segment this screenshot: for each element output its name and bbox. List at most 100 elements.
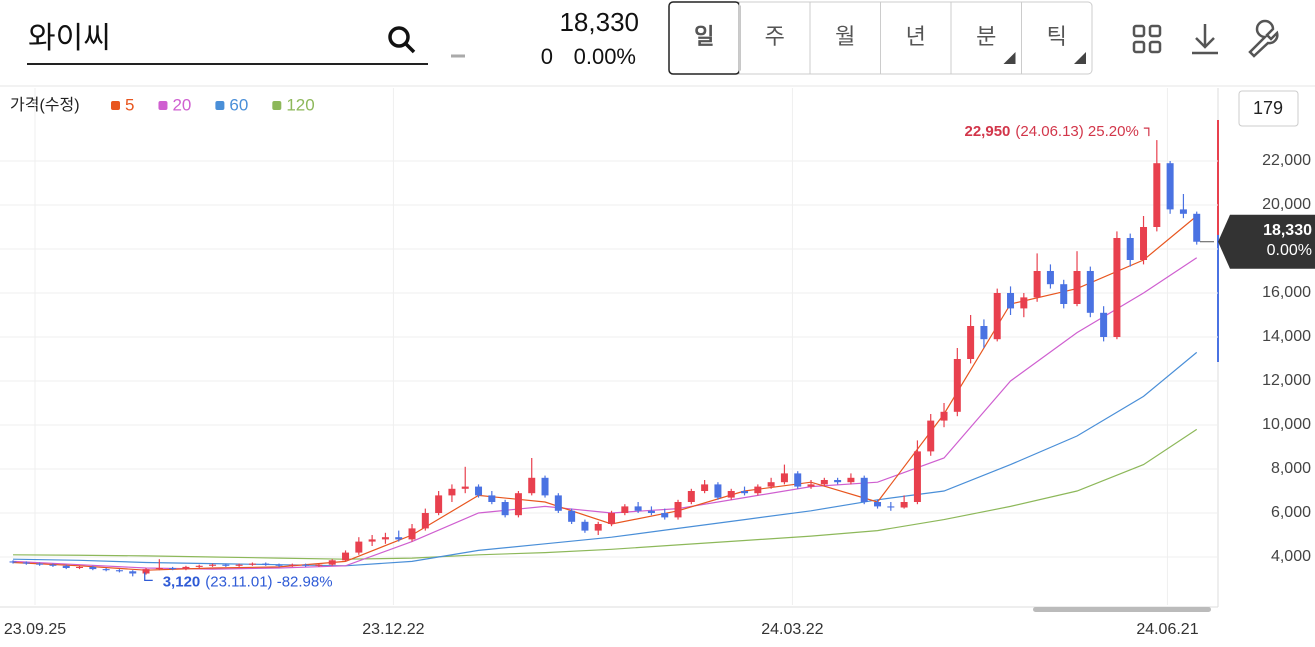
search-text[interactable]: 와이씨	[28, 22, 111, 55]
tab-label[interactable]: 년	[906, 24, 926, 49]
y-tick-label: 4,000	[1271, 548, 1311, 565]
candle-body	[727, 490, 735, 498]
candle-body	[475, 486, 483, 496]
candle-body	[435, 495, 443, 513]
candle-body	[115, 570, 123, 572]
max-annotation: 22,950 (24.06.13) 25.20%	[965, 123, 1139, 140]
tab-label[interactable]: 주	[765, 24, 785, 49]
tab-label[interactable]: 틱	[1047, 24, 1067, 49]
candle-body	[461, 486, 469, 489]
candle-body	[355, 541, 363, 553]
x-tick-label: 24.06.21	[1136, 621, 1198, 638]
tab-label[interactable]: 일	[694, 24, 714, 49]
candle-body	[993, 292, 1001, 340]
candle-body	[834, 479, 842, 483]
count-box[interactable]	[1238, 90, 1299, 127]
legend-label: 20	[172, 95, 191, 114]
settings-icon[interactable]	[1248, 19, 1279, 58]
legend: 5 20 60 120	[111, 95, 315, 114]
tab-menu-marker	[1003, 52, 1016, 64]
download-icon[interactable]	[1192, 24, 1218, 55]
grid-icon[interactable]	[1132, 24, 1162, 54]
candle-body	[1060, 284, 1068, 304]
candle-body	[767, 482, 775, 487]
tab-menu-marker	[1074, 52, 1086, 64]
candle-body	[980, 325, 988, 340]
last-change-label: 0.00%	[1267, 242, 1312, 259]
candle-body	[328, 560, 336, 565]
candle-body	[1179, 209, 1187, 214]
candle-body	[9, 561, 17, 563]
tab-label[interactable]: 분	[976, 24, 996, 49]
candle-body	[102, 569, 110, 571]
last-price-tag	[1218, 214, 1315, 269]
moving-average-line	[13, 428, 1198, 560]
header-price: 18,330	[559, 7, 639, 37]
candle-body	[129, 571, 137, 574]
candle-body	[674, 501, 682, 518]
candle-body	[754, 486, 762, 494]
last-price-label: 18,330	[1263, 222, 1312, 239]
candle-body	[209, 564, 217, 566]
legend-label: 120	[286, 95, 314, 114]
candle-body	[1046, 270, 1054, 285]
min-note: (23.11.01) -82.98%	[205, 573, 332, 590]
y-tick-label: 6,000	[1271, 504, 1311, 521]
y-tick-label: 12,000	[1262, 372, 1311, 389]
candle-body	[1100, 312, 1108, 337]
search-icon[interactable]	[388, 26, 416, 54]
candle-body	[847, 477, 855, 483]
candle-body	[22, 562, 30, 564]
moving-average-line	[13, 351, 1198, 567]
candle-body	[1193, 213, 1201, 242]
candle-body	[874, 501, 882, 507]
candle-body	[780, 473, 788, 483]
candle-body	[1007, 292, 1015, 309]
candle-body	[262, 563, 270, 565]
header-change: 0	[541, 44, 553, 69]
y-tick-label: 20,000	[1262, 196, 1311, 213]
candle-body	[594, 523, 602, 531]
candle-body	[222, 564, 230, 566]
legend-swatch	[111, 101, 120, 110]
candle-body	[368, 539, 376, 542]
candle-body	[36, 563, 44, 565]
candle-body	[568, 510, 576, 522]
legend-label: 5	[125, 95, 134, 114]
candle-body	[169, 567, 177, 570]
x-tick-label: 23.12.22	[362, 621, 424, 638]
candle-body	[421, 512, 429, 529]
candle-body	[1166, 163, 1174, 210]
candle-body	[794, 473, 802, 487]
legend-swatch	[158, 101, 168, 110]
candle-body	[142, 569, 150, 574]
candle-body	[940, 411, 948, 421]
legend-swatch	[215, 101, 225, 110]
candle-body	[913, 451, 921, 502]
candle-body	[1140, 226, 1148, 260]
y-tick-label: 22,000	[1262, 152, 1311, 169]
scrollbar[interactable]	[1033, 607, 1211, 612]
candle-body	[528, 477, 536, 494]
candle-body	[501, 501, 509, 516]
candle-body	[408, 528, 416, 540]
candle-body	[581, 521, 589, 531]
candle-body	[1020, 297, 1028, 309]
candle-body	[275, 564, 283, 566]
x-tick-label: 24.03.22	[761, 621, 823, 638]
max-arrow	[1143, 127, 1150, 137]
candle-body	[381, 537, 389, 540]
candle-body	[634, 506, 642, 511]
candle-body	[661, 512, 669, 518]
candle-body	[448, 488, 456, 496]
candle-body	[953, 358, 961, 412]
min-annotation: 3,120 (23.11.01) -82.98%	[163, 573, 333, 590]
min-value: 3,120	[163, 573, 201, 590]
y-tick-label: 14,000	[1262, 328, 1311, 345]
tab-label[interactable]: 월	[835, 24, 855, 49]
candle-body	[76, 566, 84, 568]
candle-body	[1113, 237, 1121, 337]
candle-body	[820, 479, 828, 485]
